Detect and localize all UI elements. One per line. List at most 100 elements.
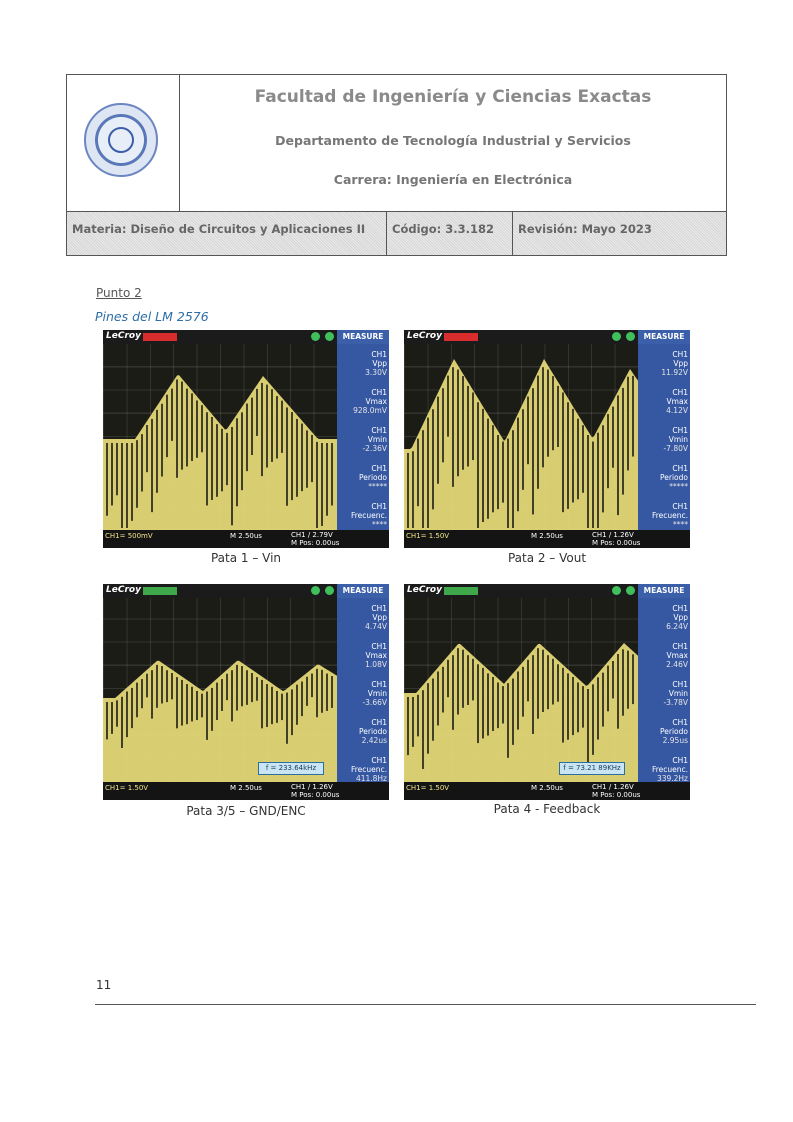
reading-channel: CH1 [672,388,688,397]
logo-cell [67,75,180,211]
measure-reading: CH1 Vmax 4.12V [640,388,688,415]
code-cell: Código: 3.3.182 [387,212,513,255]
scope-brand: LeCroy [407,585,442,595]
measure-reading: CH1 Vmax 1.08V [339,642,387,669]
reading-channel: CH1 [371,642,387,651]
measure-reading: CH1 Periodo 2.95us [640,718,688,745]
reading-name: Vmax [666,397,688,406]
career-title: Carrera: Ingeniería en Electrónica [333,172,573,187]
horizontal-position: M Pos: 0.00us [592,791,641,799]
reading-value: 928.0mV [353,406,387,415]
reading-value: ***** [669,482,688,491]
reading-name: Vmax [365,651,387,660]
oscilloscope-screenshot: LeCroy MEASURE CH1 Vpp 3.30V CH1 Vmax 928.0mV CH… [103,330,389,548]
reading-channel: CH1 [672,604,688,613]
reading-channel: CH1 [371,718,387,727]
horizontal-position: M Pos: 0.00us [592,539,641,547]
scope-top-bar: LeCroy MEASURE [404,584,690,598]
acquisition-mode-indicator [444,587,478,595]
reading-channel: CH1 [672,642,688,651]
scope-top-bar: LeCroy MEASURE [103,330,389,344]
measure-reading: CH1 Vmax 2.46V [640,642,688,669]
subject-cell: Materia: Diseño de Circuitos y Aplicacio… [67,212,387,255]
reading-channel: CH1 [371,756,387,765]
reading-value: **** [372,520,387,529]
reading-channel: CH1 [672,756,688,765]
oscilloscope-screenshot: LeCroy MEASURE CH1 Vpp 4.74V CH1 Vmax 1.08V CH1 V… [103,584,389,800]
trigger-level: CH1 / 1.26V M Pos: 0.00us [592,783,640,799]
trigger-value: CH1 / 2.79V [291,531,333,539]
horizontal-position: M Pos: 0.00us [291,791,340,799]
measure-menu-label: MEASURE [638,330,690,344]
section-heading: Punto 2 [96,286,142,300]
scope-brand: LeCroy [106,585,141,595]
channel-scale: CH1= 1.50V [105,784,149,792]
figure-caption: Pata 3/5 – GND/ENC [186,804,306,818]
measure-reading: CH1 Frecuenc. 411.8Hz [339,756,387,783]
trigger-icon [612,586,621,595]
measure-reading: CH1 Vpp 11.92V [640,350,688,377]
scope-top-bar: LeCroy MEASURE [103,584,389,598]
channel-scale: CH1= 1.50V [406,532,450,540]
frequency-counter-box: f = 73.21 89KHz [559,762,625,775]
trigger-level: CH1 / 1.26V M Pos: 0.00us [291,783,339,799]
reading-channel: CH1 [371,464,387,473]
department-title: Departamento de Tecnología Industrial y … [275,133,631,148]
acquisition-mode-indicator [143,587,177,595]
reading-name: Frecuenc. [651,765,688,774]
scope-status-bar: CH1= 500mV M 2.50us CH1 / 2.79V M Pos: 0.00… [103,530,389,548]
measure-panel: CH1 Vpp 3.30V CH1 Vmax 928.0mV CH1 Vmin -2.36V CH… [337,344,389,530]
reading-channel: CH1 [371,680,387,689]
reading-name: Frecuenc. [350,511,387,520]
reading-value: 4.74V [365,622,387,631]
reading-channel: CH1 [672,502,688,511]
measure-reading: CH1 Frecuenc. **** [339,502,387,529]
trigger-icon [311,332,320,341]
trigger-level: CH1 / 2.79V M Pos: 0.00us [291,531,339,547]
timebase: M 2.50us [230,532,262,540]
title-cell: Facultad de Ingeniería y Ciencias Exacta… [180,75,726,211]
reading-value: 2.95us [662,736,688,745]
measure-reading: CH1 Periodo 2.42us [339,718,387,745]
reading-channel: CH1 [672,680,688,689]
header-info-row: Materia: Diseño de Circuitos y Aplicacio… [67,211,726,255]
status-icon [626,586,635,595]
reading-name: Vpp [372,359,387,368]
status-icon [626,332,635,341]
reading-value: 11.92V [661,368,688,377]
oscilloscope-screenshot: LeCroy MEASURE CH1 Vpp 6.24V CH1 Vmax 2.46V CH1 V… [404,584,690,800]
acquisition-mode-indicator [143,333,177,341]
reading-name: Vpp [372,613,387,622]
scope-brand: LeCroy [407,331,442,341]
reading-value: -2.36V [362,444,387,453]
measure-reading: CH1 Frecuenc. **** [640,502,688,529]
reading-name: Frecuenc. [651,511,688,520]
measure-panel: CH1 Vpp 11.92V CH1 Vmax 4.12V CH1 Vmin -7.80V CH1… [638,344,690,530]
reading-value: 6.24V [666,622,688,631]
scope-status-bar: CH1= 1.50V M 2.50us CH1 / 1.26V M Pos: 0.00… [404,530,690,548]
figure-caption: Pata 1 – Vin [210,551,282,565]
measure-panel: CH1 Vpp 6.24V CH1 Vmax 2.46V CH1 Vmin -3.78V CH1 P… [638,598,690,783]
revision-cell: Revisión: Mayo 2023 [518,222,652,236]
footer-divider [95,1004,756,1005]
measure-reading: CH1 Vpp 6.24V [640,604,688,631]
reading-channel: CH1 [672,426,688,435]
oscilloscope-screenshot: LeCroy MEASURE CH1 Vpp 11.92V CH1 Vmax 4.12V CH1… [404,330,690,548]
reading-name: Frecuenc. [350,765,387,774]
trigger-value: CH1 / 1.26V [592,531,634,539]
figure-caption: Pata 2 – Vout [507,551,587,565]
reading-channel: CH1 [672,464,688,473]
waveform-trace [103,375,337,530]
measure-reading: CH1 Vmin -3.66V [339,680,387,707]
reading-value: 4.12V [666,406,688,415]
timebase: M 2.50us [531,532,563,540]
measure-reading: CH1 Vpp 3.30V [339,350,387,377]
scope-brand: LeCroy [106,331,141,341]
reading-name: Vmin [367,689,387,698]
reading-value: -3.66V [362,698,387,707]
reading-value: 3.30V [365,368,387,377]
trigger-level: CH1 / 1.26V M Pos: 0.00us [592,531,640,547]
reading-value: 411.8Hz [355,774,387,783]
reading-channel: CH1 [371,604,387,613]
header-top-row: Facultad de Ingeniería y Ciencias Exacta… [67,75,726,211]
